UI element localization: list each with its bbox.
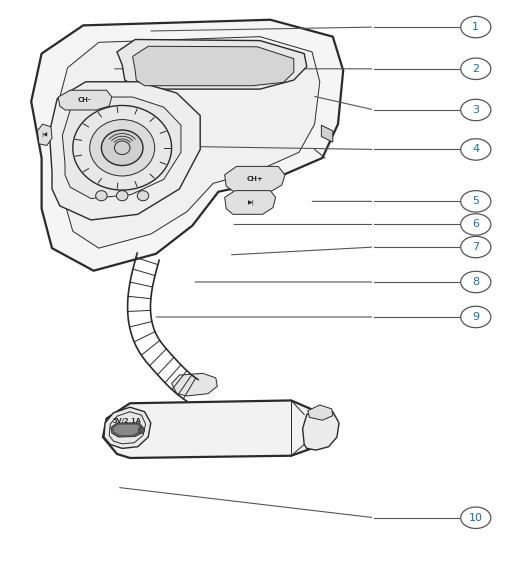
Polygon shape (31, 20, 343, 271)
Polygon shape (37, 124, 52, 146)
Ellipse shape (461, 306, 491, 328)
Polygon shape (321, 125, 333, 142)
Polygon shape (103, 400, 328, 458)
Polygon shape (172, 373, 217, 396)
Text: ▶|: ▶| (248, 200, 255, 205)
Ellipse shape (461, 271, 491, 293)
Ellipse shape (461, 507, 491, 528)
Polygon shape (225, 191, 276, 214)
Ellipse shape (137, 191, 149, 201)
Ellipse shape (461, 58, 491, 80)
Polygon shape (62, 97, 181, 199)
Ellipse shape (461, 191, 491, 212)
Polygon shape (117, 39, 307, 89)
Polygon shape (109, 412, 146, 444)
Polygon shape (225, 166, 285, 192)
Text: 8: 8 (472, 277, 479, 287)
Text: CH+: CH+ (246, 176, 263, 182)
Ellipse shape (461, 139, 491, 160)
Ellipse shape (461, 99, 491, 121)
Text: 5: 5 (472, 196, 479, 206)
Text: 3: 3 (472, 105, 479, 115)
Polygon shape (303, 407, 339, 450)
Ellipse shape (96, 191, 107, 201)
Text: 5V/2.1A: 5V/2.1A (113, 418, 142, 424)
Polygon shape (111, 423, 143, 437)
Text: 10: 10 (469, 513, 483, 523)
Text: CH-: CH- (78, 97, 92, 103)
Polygon shape (113, 424, 141, 435)
Ellipse shape (461, 16, 491, 38)
Text: 2: 2 (472, 64, 479, 74)
Text: 4: 4 (472, 144, 479, 155)
Polygon shape (58, 90, 112, 110)
Text: 9: 9 (472, 312, 479, 322)
Polygon shape (308, 405, 333, 420)
Polygon shape (49, 82, 200, 220)
Ellipse shape (89, 120, 155, 176)
Circle shape (138, 427, 145, 434)
Text: 7: 7 (472, 242, 479, 252)
Text: 1: 1 (472, 22, 479, 32)
Ellipse shape (116, 191, 128, 201)
Ellipse shape (461, 214, 491, 235)
Polygon shape (104, 407, 151, 448)
Polygon shape (57, 37, 320, 248)
Text: 6: 6 (472, 219, 479, 230)
Ellipse shape (101, 130, 143, 166)
Ellipse shape (73, 105, 172, 190)
Text: |◀: |◀ (42, 131, 48, 137)
Polygon shape (133, 46, 294, 86)
Ellipse shape (461, 236, 491, 258)
